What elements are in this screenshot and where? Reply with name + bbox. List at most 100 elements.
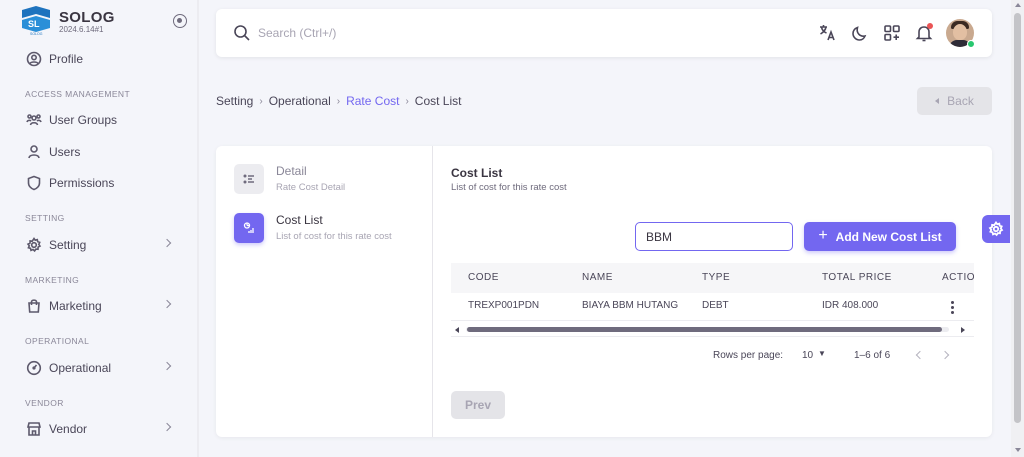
- column-header-action: ACTIO: [942, 272, 974, 283]
- dark-mode-icon[interactable]: [850, 23, 870, 43]
- step-title: Detail: [276, 164, 307, 178]
- sidebar-item-label: Setting: [49, 238, 87, 252]
- cell-total-price: IDR 408.000: [822, 300, 879, 311]
- step-subtitle: List of cost for this rate cost: [276, 231, 392, 242]
- table-horizontal-scrollbar[interactable]: [451, 324, 974, 334]
- search-input[interactable]: [258, 23, 558, 43]
- sidebar-item-permissions[interactable]: Permissions: [0, 170, 190, 196]
- page-scrollbar[interactable]: [1011, 0, 1024, 457]
- breadcrumb-operational[interactable]: Operational: [268, 94, 331, 108]
- back-button[interactable]: Back: [917, 87, 992, 115]
- chevron-right-icon: [162, 299, 172, 309]
- solog-logo-icon: SL SOLOG: [22, 6, 50, 36]
- brand[interactable]: SL SOLOG SOLOG 2024.6.14#1: [20, 6, 115, 36]
- sidebar-item-user-groups[interactable]: User Groups: [0, 107, 190, 133]
- section-marketing: MARKETING: [25, 275, 80, 285]
- search-icon[interactable]: [233, 24, 251, 42]
- column-header-type[interactable]: TYPE: [702, 272, 731, 283]
- sidebar-item-marketing[interactable]: Marketing: [0, 293, 190, 319]
- brand-name: SOLOG: [59, 8, 115, 26]
- scroll-up-arrow-icon[interactable]: [1015, 3, 1021, 7]
- section-operational: OPERATIONAL: [25, 336, 90, 346]
- sidebar-item-users[interactable]: Users: [0, 139, 190, 165]
- top-navbar: [216, 9, 992, 57]
- step-cost-list[interactable]: Cost List List of cost for this rate cos…: [234, 213, 392, 243]
- svg-text:SOLOG: SOLOG: [30, 32, 43, 36]
- sidebar-item-vendor[interactable]: Vendor: [0, 416, 190, 442]
- cost-list-filter-input[interactable]: [635, 222, 793, 251]
- plus-icon: +: [818, 226, 828, 244]
- scroll-down-arrow-icon[interactable]: [1015, 448, 1021, 452]
- detail-list-icon: [234, 164, 264, 194]
- breadcrumb-rate-cost[interactable]: Rate Cost: [346, 94, 400, 108]
- breadcrumb-setting[interactable]: Setting: [216, 94, 254, 108]
- online-status-indicator: [967, 40, 975, 48]
- scroll-left-arrow-icon[interactable]: [455, 327, 459, 333]
- sidebar-divider: [197, 0, 199, 457]
- table-divider: [451, 336, 974, 337]
- brand-version: 2024.6.14#1: [59, 24, 104, 34]
- sidebar-collapse-icon[interactable]: [173, 14, 187, 28]
- sidebar-item-label: Profile: [49, 52, 84, 66]
- table-header: CODE NAME TYPE TOTAL PRICE ACTIO: [451, 263, 974, 293]
- scrollbar-thumb[interactable]: [467, 327, 942, 332]
- store-icon: [26, 422, 42, 436]
- breadcrumb-separator: ›: [259, 95, 263, 107]
- section-access-management: ACCESS MANAGEMENT: [25, 89, 131, 99]
- cell-name: BIAYA BBM HUTANG: [582, 300, 679, 311]
- chevron-right-icon: [162, 422, 172, 432]
- cost-list-subtitle: List of cost for this rate cost: [451, 182, 567, 193]
- sidebar-item-profile[interactable]: Profile: [0, 46, 190, 72]
- sidebar-item-operational[interactable]: Operational: [0, 355, 190, 381]
- chevron-right-icon: [162, 361, 172, 371]
- add-new-cost-list-button[interactable]: + Add New Cost List: [804, 222, 956, 251]
- column-header-code[interactable]: CODE: [468, 272, 499, 283]
- shortcuts-icon[interactable]: [882, 23, 902, 43]
- table-row[interactable]: TREXP001PDN BIAYA BBM HUTANG DEBT IDR 40…: [451, 293, 974, 321]
- breadcrumb-cost-list: Cost List: [414, 94, 462, 108]
- gear-icon: [26, 237, 42, 253]
- caret-down-icon[interactable]: ▼: [818, 349, 826, 358]
- users-group-icon: [26, 114, 42, 126]
- user-icon: [28, 145, 40, 159]
- cell-code: TREXP001PDN: [468, 300, 540, 311]
- next-page-icon[interactable]: [940, 350, 950, 360]
- shield-icon: [27, 175, 41, 191]
- chart-icon: [234, 213, 264, 243]
- section-vendor: VENDOR: [25, 398, 64, 408]
- card-divider: [432, 146, 433, 437]
- cost-list-table: CODE NAME TYPE TOTAL PRICE ACTIO TREXP00…: [451, 263, 974, 337]
- chevron-right-icon: [162, 238, 172, 248]
- svg-text:SL: SL: [28, 19, 40, 29]
- cost-list-title: Cost List: [451, 166, 503, 180]
- translate-icon[interactable]: [818, 23, 838, 43]
- notification-icon[interactable]: [914, 23, 934, 43]
- sidebar-item-label: Marketing: [49, 299, 102, 313]
- step-detail[interactable]: Detail Rate Cost Detail: [234, 164, 345, 194]
- add-button-label: Add New Cost List: [835, 229, 942, 244]
- sidebar-item-setting[interactable]: Setting: [0, 232, 190, 258]
- column-header-name[interactable]: NAME: [582, 272, 613, 283]
- step-subtitle: Rate Cost Detail: [276, 182, 346, 193]
- sidebar-item-label: User Groups: [49, 113, 118, 127]
- previous-page-icon[interactable]: [915, 350, 925, 360]
- notification-badge: [927, 23, 933, 29]
- breadcrumb: Setting › Operational › Rate Cost › Cost…: [216, 94, 461, 108]
- sidebar-item-label: Vendor: [49, 422, 88, 436]
- scroll-right-arrow-icon[interactable]: [961, 327, 965, 333]
- rows-per-page-select[interactable]: 10: [802, 350, 814, 361]
- shopping-bag-icon: [28, 299, 40, 313]
- customizer-gear-icon[interactable]: [982, 215, 1010, 243]
- sidebar-item-label: Permissions: [49, 176, 115, 190]
- scrollbar-thumb[interactable]: [1014, 13, 1021, 423]
- more-vertical-icon[interactable]: [951, 301, 954, 314]
- sidebar-item-label: Operational: [49, 361, 112, 375]
- column-header-total-price[interactable]: TOTAL PRICE: [822, 272, 892, 283]
- cell-type: DEBT: [702, 300, 729, 311]
- breadcrumb-separator: ›: [336, 95, 341, 107]
- prev-button[interactable]: Prev: [451, 391, 505, 419]
- step-title: Cost List: [276, 213, 323, 227]
- section-setting: SETTING: [25, 213, 65, 223]
- back-button-label: Back: [947, 94, 974, 108]
- user-circle-icon: [26, 51, 42, 67]
